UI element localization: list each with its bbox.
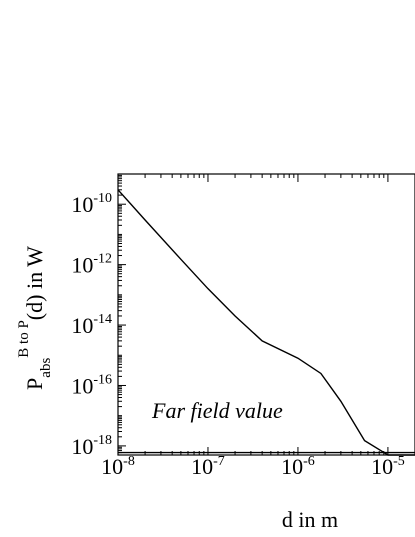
x-tick-label-base: 10 [371,454,393,479]
y-axis-title-base: P [22,378,47,390]
x-tick-label-exp: -8 [123,454,135,469]
y-tick-label-base: 10 [71,253,93,278]
x-tick-label: 10-7 [191,454,225,479]
power-curve [117,189,415,456]
x-tick-label: 10-8 [101,454,135,479]
series-layer [117,189,415,456]
x-tick-label: 10-5 [371,454,405,479]
y-axis-title-sup: B to P [16,320,32,358]
x-tick-label-base: 10 [191,454,213,479]
y-tick-label-exp: -10 [93,191,112,206]
x-axis-title: d in m [282,507,338,532]
y-axis-title-sub: abs [38,358,54,378]
x-tick-label-base: 10 [281,454,303,479]
y-tick-label: 10-16 [71,372,112,398]
y-tick-label: 10-10 [71,191,112,217]
x-tick-label-exp: -7 [213,454,225,469]
y-tick-label-exp: -14 [93,312,112,327]
y-tick-label-base: 10 [71,313,93,338]
y-tick-label-exp: -18 [93,433,112,448]
y-tick-label-base: 10 [71,434,93,459]
x-tick-label-base: 10 [101,454,123,479]
y-tick-label-base: 10 [71,192,93,217]
tick-labels: 10-8 10-7 10-6 10-510-1010-1210-1410-1610-1… [71,191,404,479]
y-tick-label-base: 10 [71,373,93,398]
y-tick-label: 10-14 [71,312,112,338]
plot-frame [117,173,415,456]
x-tick-label-exp: -5 [393,454,405,469]
y-tick-label-exp: -12 [93,252,112,267]
y-axis-title-rest: (d) in W [22,246,47,320]
y-tick-label: 10-18 [71,433,112,459]
x-tick-label: 10-6 [281,454,315,479]
y-axis-title: Pabs B to P(d) in W [16,246,54,390]
far-field-annotation: Far field value [151,398,283,423]
major-ticks [117,174,389,455]
x-tick-label-exp: -6 [303,454,315,469]
y-tick-label: 10-12 [71,252,112,278]
y-tick-label-exp: -16 [93,372,112,387]
